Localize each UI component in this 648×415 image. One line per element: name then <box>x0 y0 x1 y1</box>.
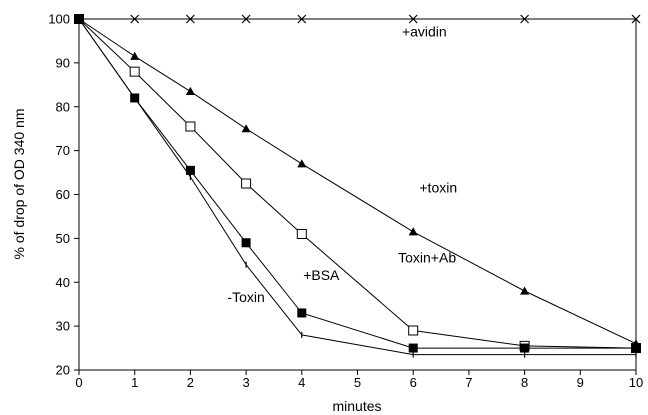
y-axis-label: % of drop of OD 340 nm <box>11 109 27 260</box>
x-tick-label: 1 <box>131 375 138 390</box>
data-point-filled-triangle <box>130 51 140 60</box>
series-line-filled-triangle <box>78 18 637 345</box>
y-tick-label: 70 <box>56 143 70 158</box>
series-layer <box>74 14 641 358</box>
plot-area: 0 1 2 3 4 5 6 7 8 9 10 20 30 40 50 60 70 80 90 100 <box>48 12 643 391</box>
data-point-open-square <box>241 178 252 189</box>
data-point-filled-triangle <box>297 159 307 168</box>
annotation-label: -Toxin <box>227 289 264 305</box>
y-tick-label: 40 <box>56 275 70 290</box>
x-axis-label: minutes <box>332 398 381 414</box>
annotation-label: +avidin <box>402 24 447 40</box>
data-point-filled-square <box>520 343 530 353</box>
data-point-open-square <box>129 66 140 77</box>
data-point-filled-square <box>408 343 418 353</box>
data-point-x <box>185 14 195 24</box>
x-tick-label: 5 <box>354 375 361 390</box>
data-point-x <box>241 14 251 24</box>
data-point-filled-triangle <box>408 227 418 236</box>
x-tick-label: 6 <box>410 375 417 390</box>
x-tick-label: 2 <box>187 375 194 390</box>
data-point-filled-square <box>185 165 195 175</box>
plot-frame <box>78 18 637 371</box>
series-line-tick <box>78 18 636 356</box>
data-point-filled-square <box>297 308 307 318</box>
data-point-x <box>408 14 418 24</box>
series-line-filled-square <box>78 18 636 349</box>
data-point-filled-triangle <box>185 86 195 95</box>
x-tick-label: 7 <box>465 375 472 390</box>
y-tick-label: 50 <box>56 231 70 246</box>
data-point-filled-triangle <box>520 286 530 295</box>
data-point-filled-square <box>631 343 641 353</box>
data-point-open-square <box>185 121 196 132</box>
y-tick-label: 20 <box>56 363 70 378</box>
series-line-open-square <box>78 18 637 349</box>
y-tick-label: 90 <box>56 55 70 70</box>
data-point-filled-triangle <box>241 124 251 133</box>
data-point-x <box>130 14 140 24</box>
data-point-filled-square <box>241 238 251 248</box>
x-tick-label: 4 <box>298 375 305 390</box>
data-point-open-square <box>296 228 307 239</box>
data-point-x <box>297 14 307 24</box>
annotation-label: +BSA <box>303 267 340 283</box>
x-tick-label: 10 <box>629 375 643 390</box>
annotation-label: +toxin <box>419 179 457 195</box>
data-point-x <box>520 14 530 24</box>
data-point-x <box>631 14 641 24</box>
annotation-layer: +avidin +toxin Toxin+Ab +BSA -Toxin <box>227 24 457 305</box>
data-point-open-square <box>408 325 419 336</box>
y-tick-label: 100 <box>48 12 70 27</box>
x-tick-label: 3 <box>242 375 249 390</box>
x-tick-label: 0 <box>75 375 82 390</box>
x-tick-label: 9 <box>577 375 584 390</box>
y-tick-label: 80 <box>56 99 70 114</box>
annotation-label: Toxin+Ab <box>398 250 456 266</box>
y-tick-label: 60 <box>56 187 70 202</box>
y-tick-label: 30 <box>56 319 70 334</box>
x-tick-label: 8 <box>521 375 528 390</box>
